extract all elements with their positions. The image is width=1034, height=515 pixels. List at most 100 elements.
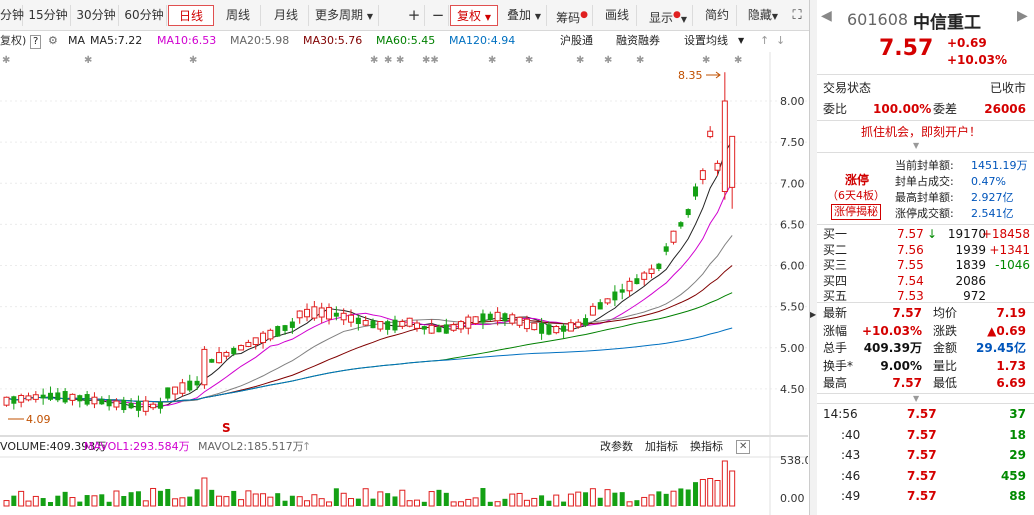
volume-bar: [113, 490, 120, 507]
volume-bar: [413, 499, 420, 507]
candle-body: [194, 380, 200, 386]
chip-button[interactable]: 筹码●: [552, 5, 593, 26]
bid-label: 买二: [823, 242, 848, 257]
chevron-down-icon: ▼: [484, 13, 491, 22]
mavol1-value: MAVOL1:293.584万: [84, 440, 190, 453]
help-icon[interactable]: ?: [30, 35, 42, 49]
collapse-arrow-icon[interactable]: ▶: [810, 310, 817, 319]
candle-body: [480, 313, 486, 323]
volume-bar: [714, 480, 721, 507]
bid-price: 7.53: [897, 289, 924, 303]
ma5-value: MA5:7.22: [90, 34, 143, 47]
volume-bar: [201, 477, 208, 507]
volume-bar: [84, 495, 90, 506]
candle-body: [699, 170, 706, 180]
candlesticks: [3, 72, 736, 418]
candle-body: [399, 321, 406, 327]
more-periods-dropdown[interactable]: 更多周期 ▼: [310, 5, 379, 26]
zoom-out-button[interactable]: −: [428, 5, 449, 26]
volume-bar: [509, 493, 516, 507]
candle-body: [370, 320, 376, 329]
volume-bar: [340, 492, 347, 507]
volume-bar: [187, 496, 193, 506]
candle-body: [106, 399, 112, 407]
zoom-in-button[interactable]: +: [404, 5, 425, 26]
simple-mode-button[interactable]: 简约: [698, 5, 737, 26]
switch-indicator-button[interactable]: 换指标: [690, 440, 723, 453]
chevron-down-icon[interactable]: ▼: [913, 141, 920, 150]
period-60min-tab[interactable]: 60分钟: [122, 5, 167, 26]
close-icon[interactable]: ✕: [736, 440, 751, 454]
period-1min-tab[interactable]: 分钟: [0, 5, 24, 26]
fullscreen-icon[interactable]: ⛶: [792, 8, 802, 23]
volume-bar: [128, 492, 134, 506]
volume-bar: [362, 488, 369, 507]
ma-settings-button[interactable]: 设置均线: [684, 34, 728, 47]
kline-chart[interactable]: 8.00 7.50 7.00 6.50 6.00 5.50 5.00 4.50 538.00 0.…: [0, 52, 808, 515]
tick-row: :46 7.57 459: [823, 468, 1030, 484]
margin-trading-button[interactable]: 融资融券: [616, 34, 660, 47]
change-params-button[interactable]: 改参数: [600, 440, 633, 453]
candle-body: [296, 310, 303, 319]
candle-body: [641, 272, 648, 280]
candle-body: [333, 312, 339, 317]
price-change: +0.69: [947, 36, 987, 50]
period-15min-tab[interactable]: 15分钟: [26, 5, 71, 26]
arrow-up-icon[interactable]: ↑: [760, 34, 770, 47]
open-account-link[interactable]: 抓住机会，即刻开户！: [861, 125, 982, 139]
stat-value: 9.00%: [880, 358, 922, 373]
gear-icon[interactable]: ⚙: [48, 34, 58, 47]
next-stock-icon[interactable]: ▶: [1017, 8, 1028, 24]
volume-bar: [282, 500, 288, 506]
price-tick-label: 7.50: [780, 136, 805, 149]
draw-line-button[interactable]: 画线: [598, 5, 637, 26]
period-weekly-tab[interactable]: 周线: [216, 5, 261, 26]
candle-body: [693, 186, 699, 197]
candle-body: [209, 359, 215, 363]
volume-bar: [135, 491, 141, 506]
volume-bar: [165, 488, 171, 506]
trade-status-value: 已收市: [989, 81, 1026, 95]
candle-body: [267, 329, 274, 340]
seal-label: 封单占成交:: [895, 175, 954, 188]
volume-bar: [121, 495, 127, 506]
candle-body: [457, 321, 464, 330]
stat-label: 金额: [933, 341, 958, 355]
candle-body: [275, 326, 281, 337]
chevron-down-icon[interactable]: ▼: [913, 394, 920, 403]
volume-bar: [267, 496, 274, 507]
volume-bar: [40, 498, 46, 506]
candle-body: [223, 351, 230, 357]
volume-bar: [304, 500, 311, 507]
add-indicator-button[interactable]: 加指标: [645, 440, 678, 453]
hgt-button[interactable]: 沪股通: [560, 34, 593, 47]
candle-body: [340, 312, 347, 321]
chip-label: 筹码: [556, 11, 581, 25]
hide-dropdown[interactable]: 隐藏▼: [742, 5, 784, 26]
seal-label: 当前封单额:: [895, 159, 954, 172]
stat-row: 涨幅 +10.03% 涨跌 ▲0.69: [823, 323, 1030, 339]
period-30min-tab[interactable]: 30分钟: [74, 5, 119, 26]
volume-bar: [656, 491, 662, 506]
candle-body: [25, 395, 32, 401]
prev-stock-icon[interactable]: ◀: [821, 8, 832, 24]
volume-bar: [311, 494, 318, 507]
period-daily-tab[interactable]: 日线: [168, 5, 214, 26]
display-label: 显示: [648, 11, 673, 25]
tick-time: :49: [841, 489, 861, 503]
stat-row: 最高 7.57 最低 6.69: [823, 375, 1030, 391]
svg-text:✱: ✱: [488, 55, 496, 66]
fuquan-dropdown[interactable]: 复权 ▼: [450, 5, 498, 26]
period-monthly-tab[interactable]: 月线: [264, 5, 309, 26]
candle-body: [40, 394, 46, 399]
display-dropdown[interactable]: 显示●▼: [644, 5, 693, 26]
candle-body: [509, 314, 516, 324]
overlay-dropdown[interactable]: 叠加 ▼: [502, 5, 547, 26]
arrow-down-icon[interactable]: ↓: [776, 34, 786, 47]
volume-bar: [194, 489, 200, 506]
limit-up-title: 涨停: [845, 173, 870, 187]
arrow-up-icon[interactable]: ↑: [302, 440, 312, 453]
limit-up-reveal-button[interactable]: 涨停揭秘: [831, 204, 881, 220]
candle-body: [413, 322, 420, 329]
weibi-label: 委比: [823, 102, 848, 116]
